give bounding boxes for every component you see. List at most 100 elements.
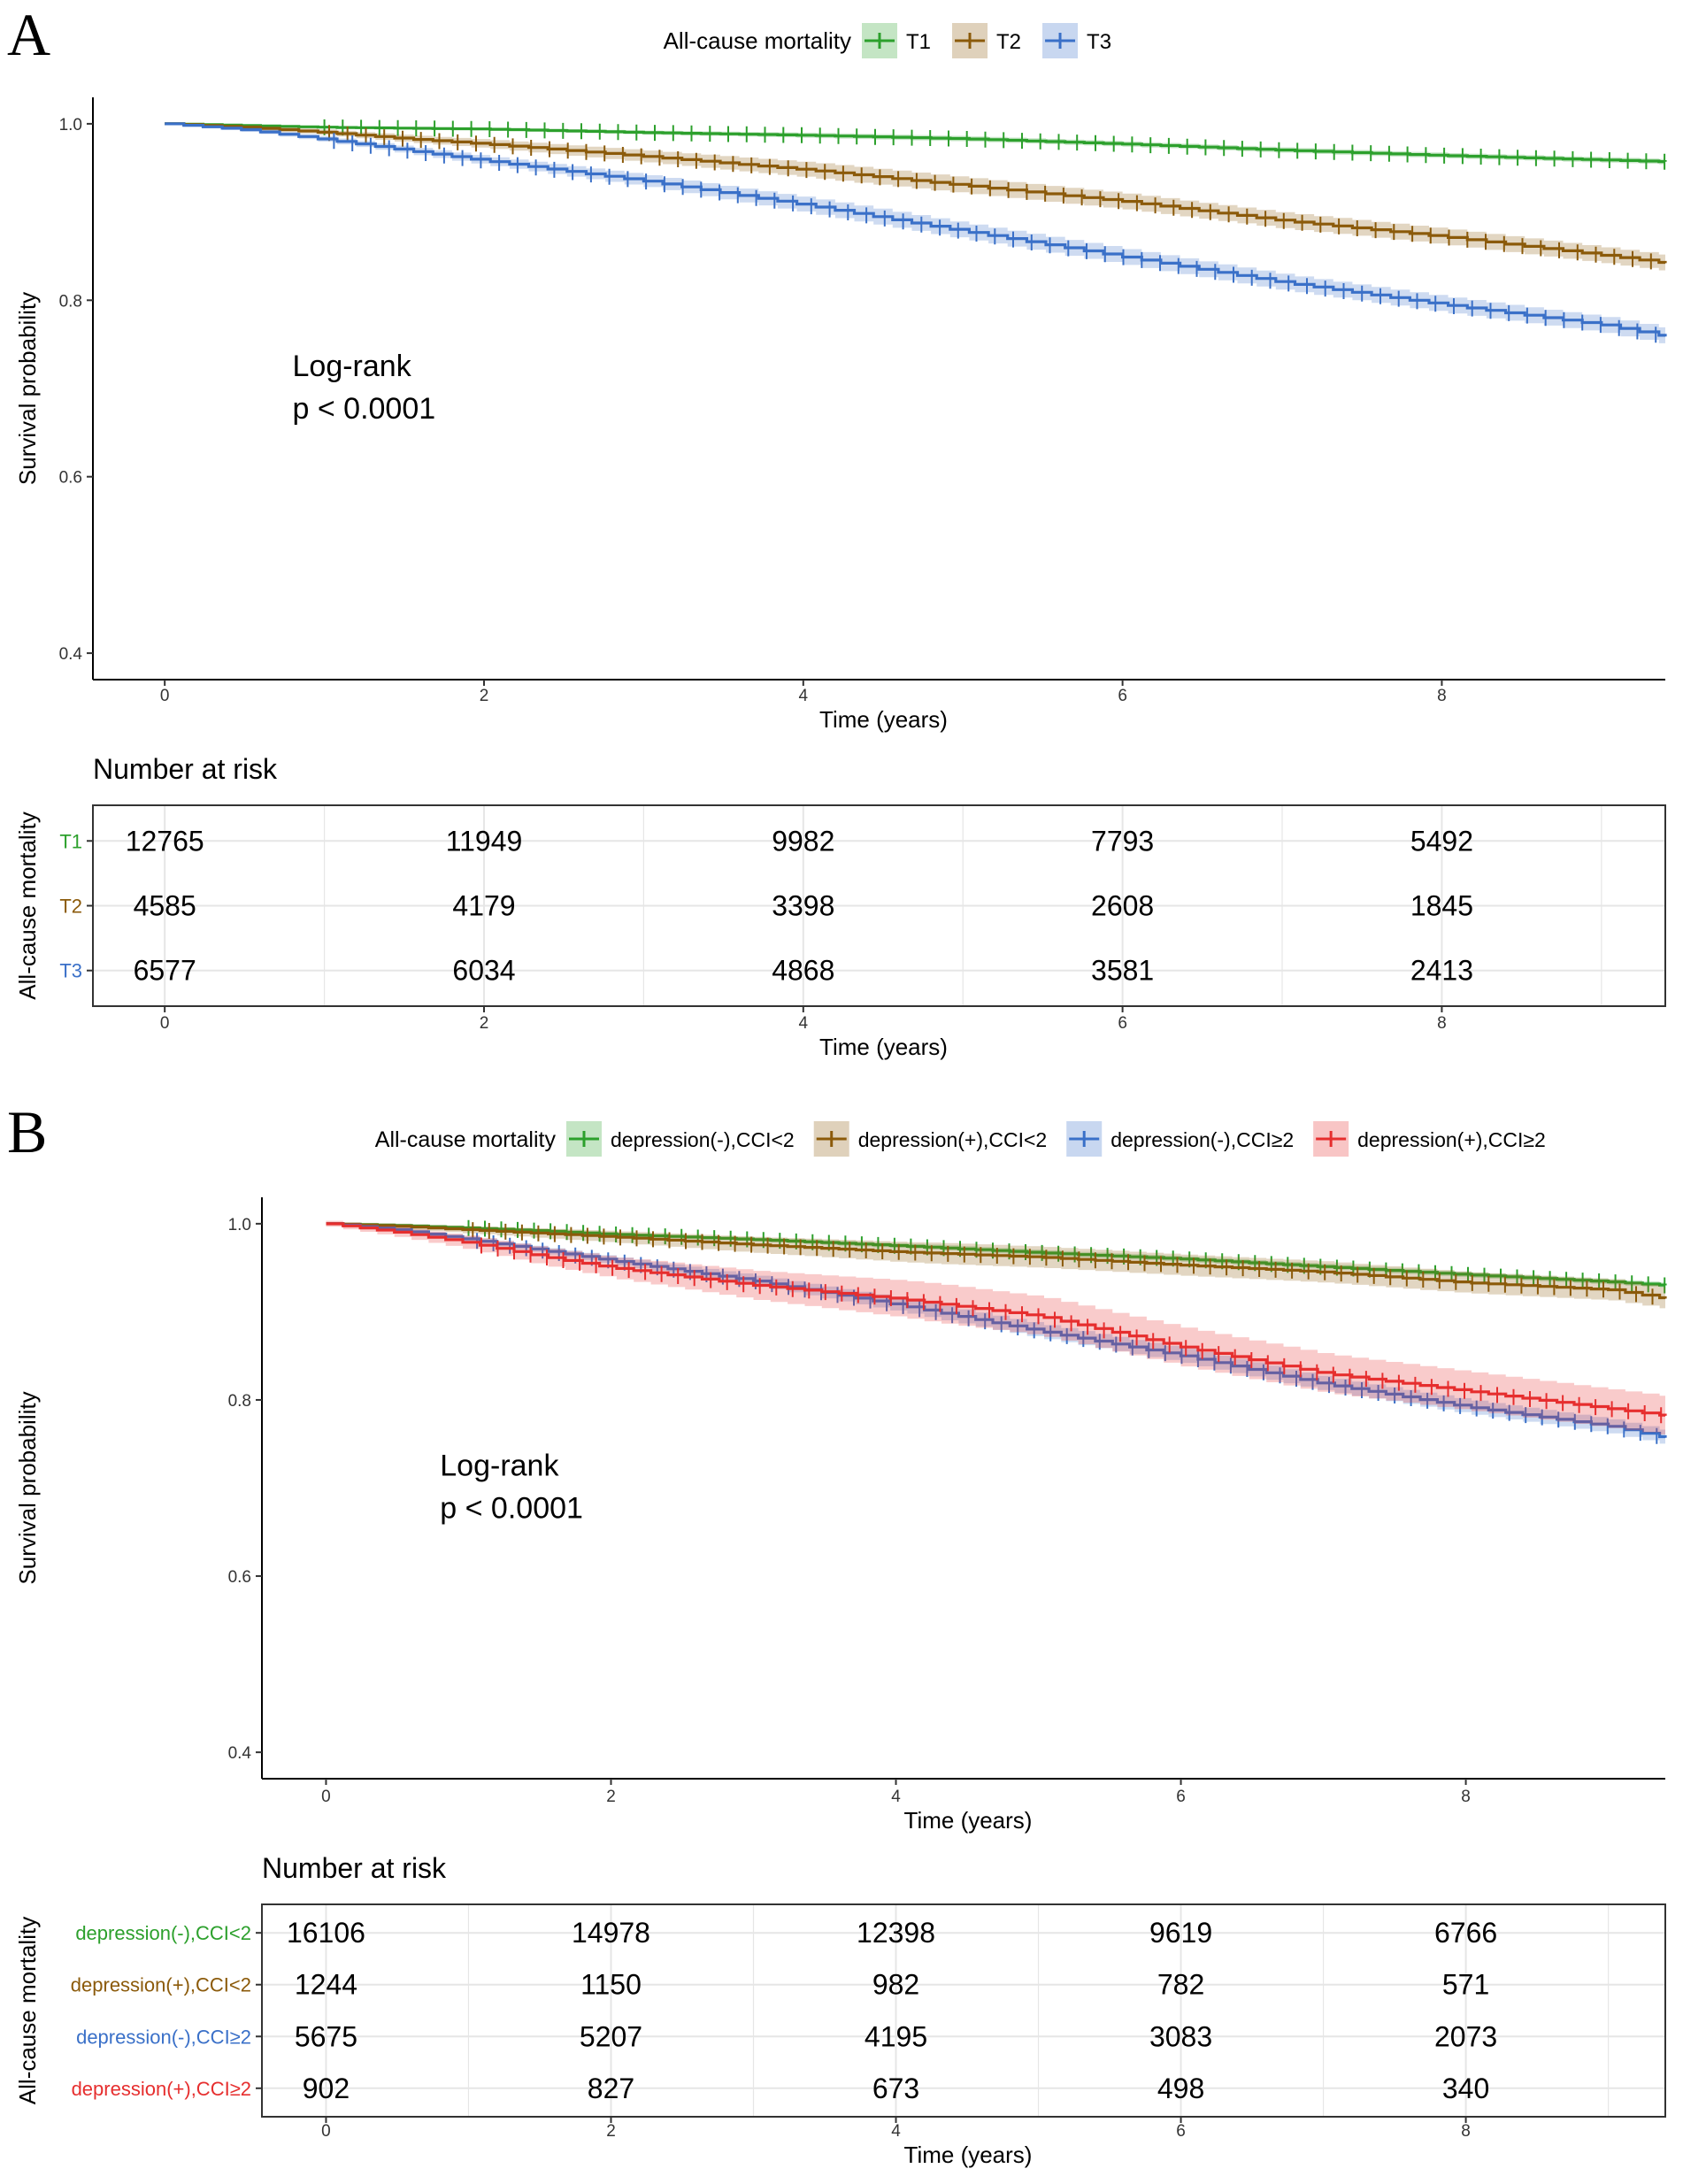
km-curve xyxy=(165,122,1667,337)
risk-table-cell: 1244 xyxy=(295,1969,357,2001)
risk-table-x-tick-label: 0 xyxy=(160,1014,170,1033)
x-tick-label: 6 xyxy=(1176,1788,1186,1806)
risk-table-cell: 2073 xyxy=(1434,2020,1497,2052)
risk-table-cell: 982 xyxy=(872,1969,919,2001)
km-confidence-band xyxy=(165,122,1666,343)
km-censor-marks xyxy=(323,119,1666,170)
x-tick-label: 8 xyxy=(1461,1788,1471,1806)
risk-table-panel xyxy=(262,1904,1665,2117)
x-tick-label: 0 xyxy=(321,1788,331,1806)
risk-table-row-label: depression(-),CCI≥2 xyxy=(76,2026,251,2048)
pvalue-label: p < 0.0001 xyxy=(293,392,436,426)
risk-table-cell: 2413 xyxy=(1410,955,1473,987)
x-tick-label: 4 xyxy=(891,1788,901,1806)
risk-table-row-label: T3 xyxy=(59,960,82,982)
risk-table-cell: 902 xyxy=(303,2072,350,2104)
x-axis-title: Time (years) xyxy=(819,706,948,733)
legend-item: depression(-),CCI≥2 xyxy=(1066,1121,1294,1157)
km-series xyxy=(326,1222,1667,1444)
km-series xyxy=(165,122,1667,271)
km-series xyxy=(326,1222,1667,1309)
y-tick-label: 0.8 xyxy=(228,1392,251,1411)
x-tick-label: 4 xyxy=(799,687,809,705)
y-tick-label: 0.6 xyxy=(59,469,82,488)
logrank-label: Log-rank xyxy=(440,1450,559,1483)
legend-title: All-cause mortality xyxy=(375,1127,557,1152)
risk-table-cell: 4195 xyxy=(865,2020,927,2052)
legend-item: depression(+),CCI<2 xyxy=(813,1121,1048,1157)
x-tick-label: 0 xyxy=(160,687,170,705)
risk-table-x-tick-label: 2 xyxy=(606,2122,616,2141)
risk-table-cell: 12765 xyxy=(126,825,204,857)
km-censor-marks xyxy=(476,1233,1658,1444)
risk-table-x-tick-label: 2 xyxy=(480,1014,489,1033)
y-tick-label: 0.8 xyxy=(59,292,82,311)
risk-table-cell: 3581 xyxy=(1091,955,1154,987)
km-censor-marks xyxy=(328,125,1652,270)
risk-table-cell: 9982 xyxy=(772,825,834,857)
y-tick-label: 1.0 xyxy=(59,116,82,135)
risk-table-cell: 5492 xyxy=(1410,825,1473,857)
km-censor-marks xyxy=(472,1222,1654,1305)
y-tick-label: 1.0 xyxy=(228,1216,251,1234)
y-tick-label: 0.4 xyxy=(228,1744,252,1763)
legend-item: depression(+),CCI≥2 xyxy=(1313,1121,1546,1157)
legend-label: depression(+),CCI≥2 xyxy=(1357,1128,1546,1151)
risk-table-title: Number at risk xyxy=(262,1852,447,1884)
risk-table-cell: 11949 xyxy=(446,825,523,857)
risk-table-x-tick-label: 8 xyxy=(1461,2122,1471,2141)
risk-table-border xyxy=(92,804,1666,1007)
pvalue-label: p < 0.0001 xyxy=(440,1492,583,1526)
km-curve xyxy=(326,1222,1667,1439)
km-censor-marks xyxy=(480,1237,1663,1424)
y-tick-label: 0.6 xyxy=(228,1568,251,1587)
x-tick-label: 6 xyxy=(1118,687,1127,705)
risk-table-cell: 16106 xyxy=(287,1917,365,1949)
risk-table-x-title: Time (years) xyxy=(819,1034,948,1060)
x-tick-label: 2 xyxy=(480,687,489,705)
risk-table-y-title: All-cause mortality xyxy=(14,811,41,999)
panel-label: B xyxy=(7,1098,47,1165)
risk-table-cell: 673 xyxy=(872,2072,919,2104)
risk-table-cell: 782 xyxy=(1157,1969,1204,2001)
risk-table-cell: 12398 xyxy=(857,1917,935,1949)
risk-table-row-label: depression(-),CCI<2 xyxy=(75,1922,251,1944)
legend-label: depression(+),CCI<2 xyxy=(858,1128,1048,1151)
risk-table-cell: 9619 xyxy=(1149,1917,1212,1949)
risk-table-x-tick-label: 6 xyxy=(1118,1014,1127,1033)
risk-table-x-tick-label: 4 xyxy=(891,2122,901,2141)
risk-table-cell: 6034 xyxy=(452,955,515,987)
risk-table-cell: 827 xyxy=(588,2072,634,2104)
risk-table-cell: 1150 xyxy=(580,1969,642,2001)
risk-table-cell: 6577 xyxy=(134,955,196,987)
risk-table-cell: 3083 xyxy=(1149,2020,1212,2052)
legend-item: T1 xyxy=(862,23,931,58)
legend-label: depression(-),CCI<2 xyxy=(611,1128,795,1151)
risk-table-y-title: All-cause mortality xyxy=(14,1917,41,2104)
panel-label: A xyxy=(7,1,50,68)
km-curve xyxy=(326,1222,1667,1417)
risk-table-x-tick-label: 6 xyxy=(1176,2122,1186,2141)
risk-table-cell: 498 xyxy=(1157,2072,1204,2104)
km-confidence-band xyxy=(326,1222,1665,1309)
risk-table-cell: 1845 xyxy=(1410,890,1473,922)
legend-item: T3 xyxy=(1042,23,1111,58)
risk-table-x-tick-label: 8 xyxy=(1437,1014,1447,1033)
km-series xyxy=(165,122,1667,343)
risk-table-row-label: T1 xyxy=(59,830,82,852)
risk-table-x-tick-label: 4 xyxy=(799,1014,809,1033)
risk-table-border xyxy=(261,1903,1666,2118)
x-tick-label: 8 xyxy=(1437,687,1447,705)
risk-table-cell: 571 xyxy=(1442,1969,1489,2001)
legend-item: T2 xyxy=(952,23,1021,58)
x-tick-label: 2 xyxy=(606,1788,616,1806)
risk-table-row-label: T2 xyxy=(59,896,82,918)
km-series xyxy=(326,1220,1667,1434)
legend-item: depression(-),CCI<2 xyxy=(566,1121,795,1157)
risk-table-title: Number at risk xyxy=(93,753,278,785)
logrank-label: Log-rank xyxy=(293,350,412,383)
risk-table-x-tick-label: 0 xyxy=(321,2122,331,2141)
risk-table-cell: 3398 xyxy=(772,890,834,922)
legend-label: T3 xyxy=(1087,30,1111,54)
